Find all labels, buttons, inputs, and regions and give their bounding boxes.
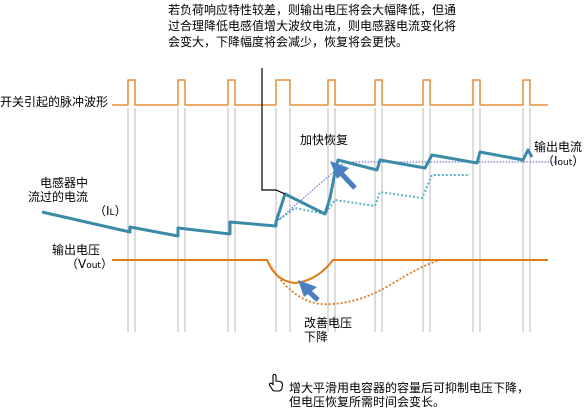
pulse-label: 开关引起的脉冲波形 [0,95,109,109]
inductor-label-line-2: 流过的电流 [28,190,89,204]
output-voltage-waveform [112,259,548,285]
improve-drop-arrow [298,280,320,302]
vout-label: 输出电压 [52,243,101,257]
switching-pulse-waveform [112,79,548,106]
faster-recovery-label: 加快恢复 [300,133,349,147]
inductor-label-line-1: 电感器中 [40,176,89,190]
top-note-line-2: 过合理降低电感值增大波纹电流，则电感器电流变化将 [168,19,457,33]
top-note-line-3: 会变大，下降幅度将会减少，恢复将会更快。 [168,35,409,49]
bottom-note-line-1: 增大平滑用电容器的容量后可抑制电压下降， [289,381,530,395]
faster-recovery-arrow [330,161,357,190]
improve-drop-label-2: 下降 [304,330,329,344]
inductor-current-dotted [275,174,470,223]
iout-symbol: （Iout） [542,154,584,168]
callout-leader [261,68,286,195]
inductor-symbol: （IL） [94,204,127,218]
output-current-line [275,161,555,223]
bottom-note-line-2: 但电压恢复所需时间会变长。 [289,395,446,409]
top-note: 若负荷响应特性较差，则输出电压将会大幅降低，但通 过合理降低电感值增大波纹电流，… [168,2,468,50]
iout-label: 输出电流 [534,140,583,154]
vout-symbol: （Vout） [66,257,113,271]
timing-guides [127,108,531,332]
pointing-hand-icon [268,374,284,392]
top-note-line-1: 若负荷响应特性较差，则输出电压将会大幅降低，但通 [168,3,457,17]
improve-drop-label-1: 改善电压 [304,316,353,330]
inductor-current-waveform [41,148,534,238]
